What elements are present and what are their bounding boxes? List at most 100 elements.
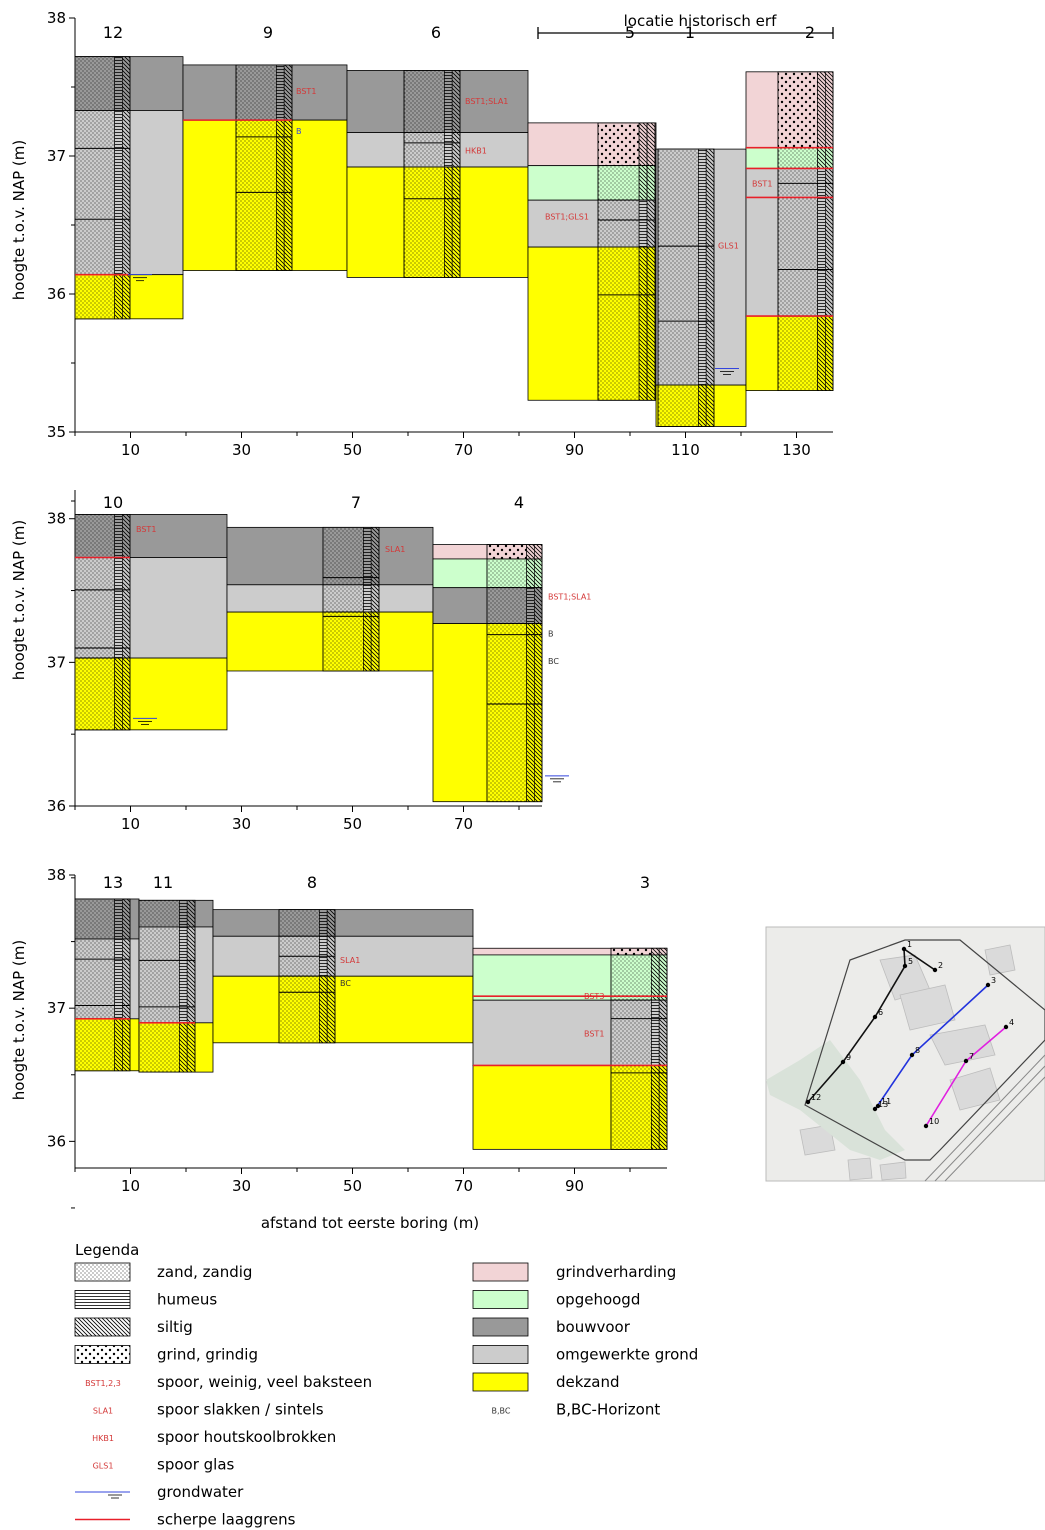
map-point-label: 2 bbox=[938, 961, 943, 970]
legend-item: SLA1 spoor slakken / sintels bbox=[93, 1401, 324, 1419]
annotation: BC bbox=[340, 979, 351, 988]
boring-3: 3BST3BST1 bbox=[472, 873, 668, 1150]
map-point bbox=[805, 1099, 811, 1105]
y-tick-label: 38 bbox=[47, 866, 66, 884]
x-tick-label: 90 bbox=[565, 1177, 584, 1195]
annotation: BST1;SLA1 bbox=[548, 592, 591, 601]
map-point bbox=[875, 1103, 881, 1109]
x-tick-label: 10 bbox=[121, 441, 140, 459]
x-tick-label: 110 bbox=[671, 441, 700, 459]
boring-9: 9 BST1 B bbox=[182, 23, 348, 271]
map-point bbox=[1003, 1024, 1009, 1030]
bracket-label: locatie historisch erf bbox=[624, 12, 777, 30]
x-tick-label: 90 bbox=[565, 441, 584, 459]
legend-item: omgewerkte grond bbox=[472, 1345, 698, 1364]
groundwater-symbol bbox=[128, 274, 152, 282]
legend-swatch bbox=[74, 1262, 131, 1282]
legend-code: B,BC bbox=[492, 1407, 511, 1416]
boring-6: 6 BST1;SLA1 HKB1 bbox=[346, 23, 529, 278]
map-point-label: 3 bbox=[991, 976, 996, 985]
boring-8: 8 SLA1 BC bbox=[212, 873, 474, 1044]
annotation: BC bbox=[548, 657, 559, 666]
legend-title: Legenda bbox=[75, 1241, 139, 1259]
legend-label: humeus bbox=[157, 1291, 217, 1309]
boring-label: 4 bbox=[514, 493, 524, 512]
layer-dekzand bbox=[212, 975, 474, 1044]
layer-omgewerkt bbox=[212, 935, 474, 977]
legend-item: dekzand bbox=[472, 1372, 620, 1392]
map-point-label: 9 bbox=[846, 1053, 851, 1062]
annotation: BST1 bbox=[296, 87, 316, 96]
legend: Legenda zand, zandig humeus siltig grind, g… bbox=[74, 1241, 698, 1529]
annotation: B bbox=[296, 127, 302, 136]
boring-label: 9 bbox=[263, 23, 273, 42]
legend-item: humeus bbox=[74, 1290, 217, 1309]
boring-7: 7 SLA1 bbox=[226, 493, 434, 672]
legend-label: zand, zandig bbox=[157, 1263, 252, 1281]
x-tick-label: 10 bbox=[121, 1177, 140, 1195]
annotation: HKB1 bbox=[465, 146, 487, 155]
groundwater-symbol bbox=[545, 775, 569, 783]
legend-item: BST1,2,3 spoor, weinig, veel baksteen bbox=[85, 1373, 372, 1391]
legend-label: grindverharding bbox=[556, 1263, 676, 1281]
annotation: BST1 bbox=[136, 525, 156, 534]
legend-item: zand, zandig bbox=[74, 1262, 252, 1282]
boring-label: 8 bbox=[307, 873, 317, 892]
x-tick-label: 70 bbox=[454, 441, 473, 459]
x-tick-label: 30 bbox=[232, 815, 251, 833]
map-point-label: 1 bbox=[907, 940, 912, 949]
boring-12: 12 bbox=[74, 23, 184, 320]
map-point bbox=[901, 946, 907, 952]
legend-item: grind, grindig bbox=[74, 1345, 258, 1364]
annotation: GLS1 bbox=[718, 242, 739, 251]
annotation: BST1 bbox=[752, 180, 772, 189]
legend-code: HKB1 bbox=[92, 1434, 114, 1443]
y-axis-label: hoogte t.o.v. NAP (m) bbox=[10, 140, 28, 300]
legend-label: grind, grindig bbox=[157, 1346, 258, 1364]
map-point-label: 13 bbox=[878, 1100, 888, 1109]
map-point-label: 6 bbox=[878, 1008, 883, 1017]
y-tick-label: 37 bbox=[47, 653, 66, 671]
legend-code: BST1,2,3 bbox=[85, 1379, 121, 1388]
y-tick-label: 37 bbox=[47, 999, 66, 1017]
map-point bbox=[963, 1058, 969, 1064]
annotation: SLA1 bbox=[385, 545, 405, 554]
x-tick-label: 70 bbox=[454, 1177, 473, 1195]
legend-item: HKB1 spoor houtskoolbrokken bbox=[92, 1428, 336, 1446]
x-tick-label: 50 bbox=[343, 1177, 362, 1195]
legend-item: GLS1 spoor glas bbox=[93, 1456, 235, 1474]
x-axis-label: afstand tot eerste boring (m) bbox=[261, 1214, 479, 1232]
legend-swatch bbox=[472, 1372, 529, 1392]
legend-label: grondwater bbox=[157, 1483, 244, 1501]
boring-label: 6 bbox=[431, 23, 441, 42]
legend-label: dekzand bbox=[556, 1373, 620, 1391]
borings: 12 9 BST1 B 6 BST1;SLA1 HKB1 5BST1;GLS11GLS12BS… bbox=[74, 23, 834, 427]
map-point-label: 8 bbox=[915, 1046, 920, 1055]
legend-swatch bbox=[472, 1317, 529, 1337]
borings: 10 BST1 7 SLA1 4 BST1;SLA1 B BC bbox=[74, 493, 591, 803]
y-tick-label: 37 bbox=[47, 147, 66, 165]
map-point-label: 4 bbox=[1009, 1018, 1014, 1027]
x-tick-label: 50 bbox=[343, 441, 362, 459]
legend-label: bouwvoor bbox=[556, 1318, 631, 1336]
legend-label: spoor, weinig, veel baksteen bbox=[157, 1373, 372, 1391]
boring-label: 7 bbox=[351, 493, 361, 512]
boring-label: 10 bbox=[103, 493, 123, 512]
map-point bbox=[909, 1052, 915, 1058]
profile-panel-2: hoogte t.o.v. NAP (m) 38 37 36 10 30 50 70 10 B… bbox=[10, 490, 591, 879]
x-tick-label: 10 bbox=[121, 815, 140, 833]
x-tick-label: 50 bbox=[343, 815, 362, 833]
legend-label: omgewerkte grond bbox=[556, 1346, 698, 1364]
legend-item: grondwater bbox=[75, 1483, 244, 1501]
legend-swatch bbox=[472, 1290, 529, 1309]
legend-label: B,BC-Horizont bbox=[556, 1401, 660, 1419]
legend-item: siltig bbox=[74, 1317, 193, 1337]
map-point-label: 5 bbox=[908, 957, 913, 966]
legend-label: spoor houtskoolbrokken bbox=[157, 1428, 336, 1446]
legend-item: scherpe laaggrens bbox=[75, 1511, 296, 1529]
legend-label: opgehoogd bbox=[556, 1291, 640, 1309]
